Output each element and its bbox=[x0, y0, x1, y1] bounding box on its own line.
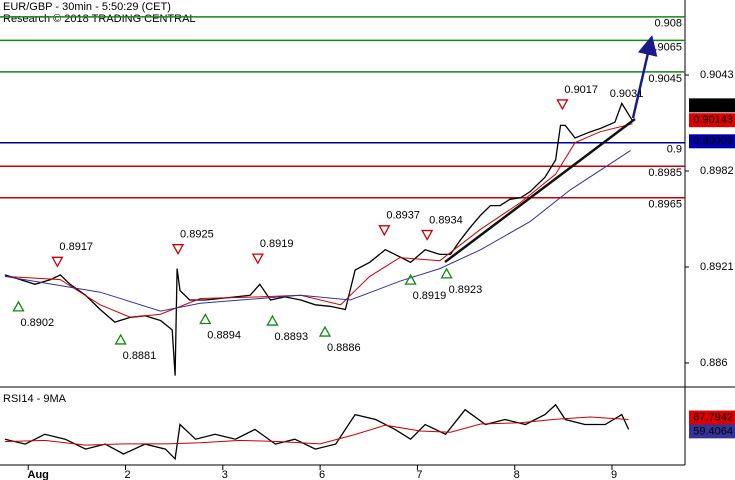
low-label: 0.8886 bbox=[327, 342, 361, 354]
high-label: 0.8925 bbox=[180, 229, 214, 241]
level-label: 0.9065 bbox=[648, 41, 682, 53]
series-line bbox=[4, 123, 633, 318]
rsi-title: RSI14 - 9MA bbox=[3, 393, 67, 405]
level-label: 0.8965 bbox=[648, 199, 682, 211]
low-marker bbox=[114, 333, 127, 345]
low-marker bbox=[440, 267, 453, 279]
plot: 0.9043 0.8982 0.8921 0.886 0.908 0.9065 0.9045… bbox=[0, 16, 735, 480]
y-tick-label: 0.886 bbox=[700, 357, 728, 369]
value-box bbox=[689, 134, 735, 149]
value-box-label: 59.4064 bbox=[693, 425, 733, 437]
chart-subtitle: Research © 2018 TRADING CENTRAL bbox=[3, 13, 196, 25]
value-box-label: 67.7942 bbox=[693, 411, 733, 423]
trend-line bbox=[444, 118, 636, 263]
level-label: 0.908 bbox=[654, 18, 682, 30]
chart-title: EUR/GBP - 30min - 5:50:29 (CET) bbox=[3, 1, 171, 13]
price-label: 0.9031 bbox=[610, 88, 644, 100]
level-label: 0.9045 bbox=[648, 73, 682, 85]
y-tick-label: 0.9043 bbox=[700, 69, 734, 81]
value-box bbox=[689, 410, 735, 425]
x-tick-label: 2 bbox=[124, 469, 130, 480]
series-line bbox=[4, 416, 629, 446]
x-tick-label: 6 bbox=[319, 469, 325, 480]
x-tick-label: 7 bbox=[416, 469, 422, 480]
target-arrow bbox=[631, 35, 658, 119]
high-label: 0.8917 bbox=[59, 241, 93, 253]
value-box bbox=[689, 424, 735, 439]
high-marker bbox=[556, 99, 569, 111]
low-label: 0.8902 bbox=[20, 317, 54, 329]
value-box bbox=[689, 113, 735, 128]
value-box bbox=[689, 98, 735, 113]
low-marker bbox=[12, 300, 25, 312]
low-marker bbox=[199, 313, 212, 325]
high-marker bbox=[51, 256, 64, 268]
level-label: 0.8985 bbox=[648, 167, 682, 179]
low-marker bbox=[266, 314, 279, 326]
high-label: 0.9017 bbox=[564, 84, 598, 96]
x-tick-label: 3 bbox=[222, 469, 228, 480]
low-label: 0.8894 bbox=[207, 329, 241, 341]
x-tick-label: 9 bbox=[611, 469, 617, 480]
value-box-label: 0.90143 bbox=[693, 114, 733, 126]
low-marker bbox=[318, 325, 332, 337]
series-line bbox=[4, 101, 634, 376]
x-tick-label: Aug bbox=[28, 469, 49, 480]
low-label: 0.8919 bbox=[413, 290, 447, 302]
low-label: 0.8923 bbox=[449, 284, 483, 296]
y-tick-label: 0.8982 bbox=[700, 165, 734, 177]
series-line bbox=[4, 403, 630, 461]
series-line bbox=[4, 150, 631, 312]
y-tick-label: 0.8921 bbox=[700, 261, 734, 273]
low-marker bbox=[404, 273, 417, 285]
high-marker bbox=[378, 225, 391, 237]
value-box-label: 0.90161 bbox=[693, 99, 733, 111]
x-tick-label: 8 bbox=[514, 469, 520, 480]
level-label: 0.9 bbox=[667, 144, 682, 156]
low-label: 0.8881 bbox=[123, 350, 157, 362]
low-label: 0.8893 bbox=[274, 331, 308, 343]
high-label: 0.8919 bbox=[260, 238, 294, 250]
value-box-label: 0.90009 bbox=[693, 135, 733, 147]
high-marker bbox=[251, 253, 264, 265]
high-marker bbox=[421, 229, 434, 241]
high-label: 0.8934 bbox=[429, 214, 463, 226]
high-marker bbox=[171, 244, 185, 256]
high-label: 0.8937 bbox=[386, 210, 420, 222]
